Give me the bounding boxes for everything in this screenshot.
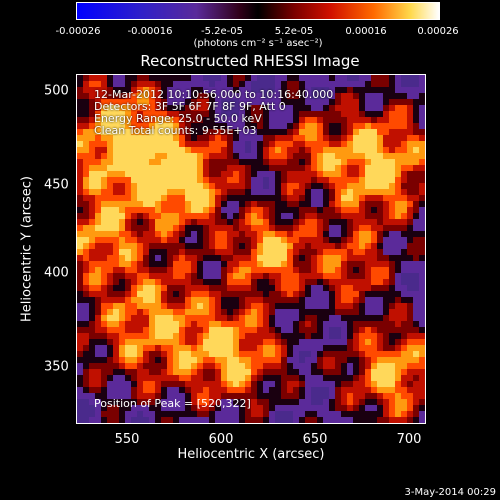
colorbar-units: (photons cm⁻² s⁻¹ asec⁻²) xyxy=(193,38,323,49)
x-tick-label: 550 xyxy=(114,432,140,447)
colorbar-tick: 0.00026 xyxy=(417,26,459,37)
y-tick-label: 450 xyxy=(44,177,69,193)
info-time: 12-Mar-2012 10:10:56.000 to 10:16:40.000 xyxy=(94,88,334,101)
x-axis-label: Heliocentric X (arcsec) xyxy=(177,447,325,462)
colorbar-tick: 5.2e-05 xyxy=(274,26,314,37)
colorbar-tick: 0.00016 xyxy=(345,26,387,37)
y-tick-label: 500 xyxy=(44,83,69,99)
render-date: 3-May-2014 00:29 xyxy=(404,487,496,498)
x-tick-label: 700 xyxy=(396,432,422,447)
y-axis-label: Heliocentric Y (arcsec) xyxy=(19,176,35,322)
y-tick-label: 400 xyxy=(44,265,69,281)
colorbar-tick: -0.00016 xyxy=(127,26,173,37)
image-plot xyxy=(76,74,426,424)
info-algorithm: Clean Total counts: 9.55E+03 xyxy=(94,124,257,137)
x-tick-label: 600 xyxy=(208,432,234,447)
peak-position: Position of Peak = [520,322] xyxy=(94,397,251,410)
colorbar-tick: -5.2e-05 xyxy=(201,26,243,37)
rhessi-image xyxy=(77,75,425,423)
page-title: Reconstructed RHESSI Image xyxy=(140,52,360,70)
x-tick-label: 650 xyxy=(302,432,328,447)
y-tick-label: 350 xyxy=(44,359,69,375)
colorbar xyxy=(76,2,440,20)
info-energy: Energy Range: 25.0 - 50.0 keV xyxy=(94,112,262,125)
colorbar-tick: -0.00026 xyxy=(55,26,101,37)
info-detectors: Detectors: 3F 5F 6F 7F 8F 9F, Att 0 xyxy=(94,100,286,113)
